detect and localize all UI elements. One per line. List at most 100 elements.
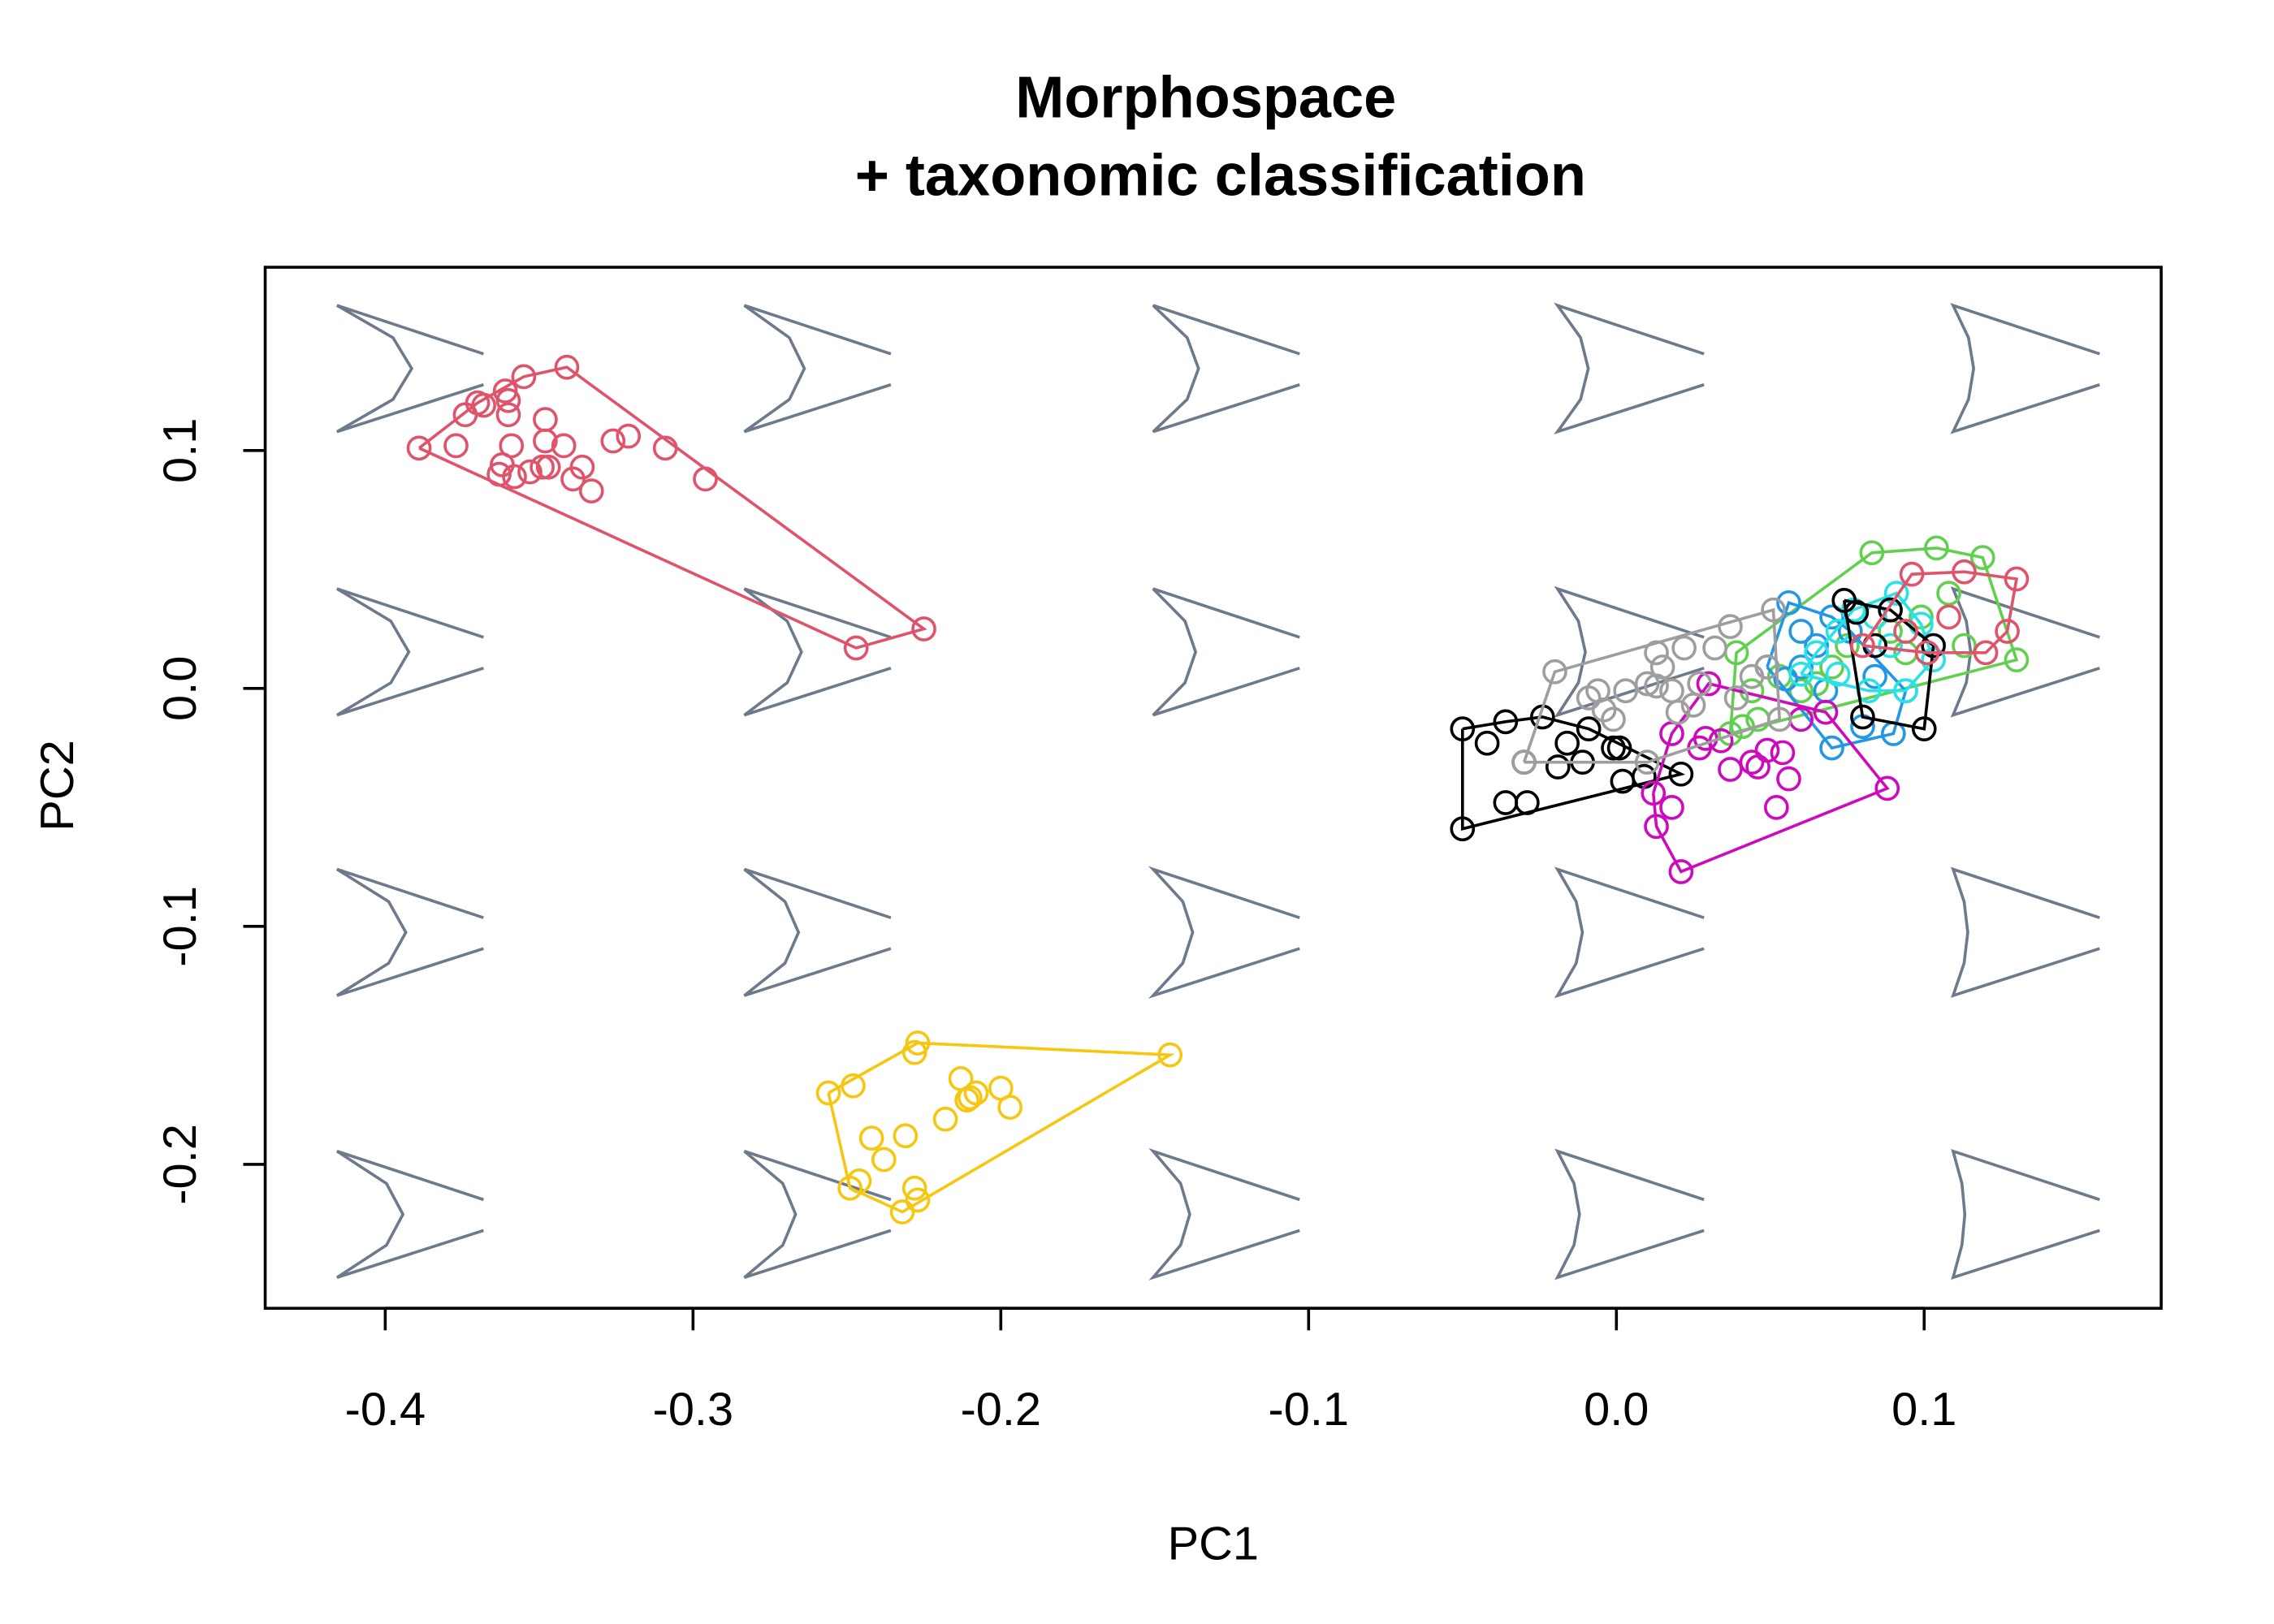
point (1773, 666, 1799, 692)
point (889, 1199, 915, 1224)
point (1804, 640, 1829, 666)
point (1157, 1042, 1183, 1068)
morpho-shape (1152, 587, 1300, 717)
point (905, 1187, 931, 1213)
point (535, 454, 561, 480)
point (901, 1175, 927, 1201)
point (1696, 671, 1722, 697)
point (1668, 761, 1694, 787)
hull (1522, 607, 1782, 764)
point (932, 1106, 958, 1132)
morpho-shape (1950, 303, 2100, 434)
point (1634, 671, 1660, 697)
point (1739, 749, 1765, 775)
point (1601, 735, 1626, 761)
point (1921, 633, 1946, 659)
y-tick-label: -0.1 (154, 886, 206, 967)
point (1585, 678, 1610, 704)
point (511, 364, 537, 390)
point (1819, 654, 1844, 680)
morpho-shape (336, 304, 484, 434)
morpho-shape (1554, 866, 1705, 999)
morpho-shape (1951, 866, 2100, 998)
point (1819, 604, 1844, 630)
point (533, 428, 558, 454)
point (1770, 740, 1796, 766)
x-tick-label: -0.1 (1269, 1384, 1349, 1436)
point (1601, 706, 1626, 732)
point (1788, 619, 1814, 644)
point (1924, 535, 1949, 561)
point (1911, 716, 1937, 742)
morpho-shape (1152, 304, 1300, 434)
point (533, 407, 558, 433)
point (1969, 545, 1995, 571)
point (871, 1147, 897, 1173)
point (1804, 633, 1829, 659)
point (1493, 790, 1519, 815)
point (1665, 699, 1691, 725)
morpho-shape (336, 587, 484, 717)
point (815, 1080, 841, 1106)
morpho-shape (1554, 585, 1705, 718)
point (1776, 590, 1801, 615)
point (1952, 633, 1977, 659)
morpho-shape (335, 1150, 484, 1279)
point (1644, 814, 1669, 840)
chart-title: Morphospace (1015, 66, 1396, 131)
point (1644, 640, 1669, 666)
point (1450, 716, 1476, 742)
point (1788, 661, 1814, 687)
point (1576, 716, 1602, 742)
hull (1728, 546, 2019, 736)
point (1659, 678, 1684, 704)
point (1776, 766, 1801, 792)
point (1718, 757, 1743, 782)
morpho-shape (743, 867, 892, 997)
point (2004, 566, 2030, 592)
hull (1842, 598, 1935, 731)
hull (827, 1041, 1175, 1214)
point (502, 464, 527, 490)
point (1819, 735, 1844, 761)
morpho-shape (335, 867, 484, 997)
morpho-shape (1148, 1147, 1300, 1281)
point (600, 428, 626, 454)
point (1754, 654, 1780, 680)
point (1515, 790, 1540, 815)
point (530, 454, 555, 480)
morpho-shape (1554, 1148, 1705, 1281)
point (1936, 581, 1961, 606)
y-tick-label: 0.1 (154, 418, 206, 483)
x-tick-label: -0.4 (345, 1384, 426, 1436)
point (901, 1039, 927, 1065)
point (1450, 816, 1476, 842)
point (1764, 794, 1789, 820)
point (1474, 730, 1500, 756)
point (1542, 659, 1567, 685)
point (1862, 663, 1887, 689)
point (1554, 730, 1580, 756)
point (841, 1073, 866, 1099)
point (471, 392, 496, 418)
point (1893, 619, 1918, 644)
point (893, 1123, 919, 1149)
point (554, 354, 580, 380)
point (1878, 597, 1903, 623)
point (1788, 654, 1814, 680)
point (1649, 654, 1675, 680)
x-tick-label: 0.0 (1584, 1384, 1649, 1436)
point (1995, 619, 2020, 644)
chart-title: + taxonomic classification (855, 143, 1586, 208)
y-tick-label: 0.0 (154, 656, 206, 721)
hull (1460, 715, 1686, 831)
point (1952, 559, 1977, 585)
point (616, 423, 642, 449)
point (858, 1125, 884, 1151)
x-axis-title: PC1 (1168, 1518, 1259, 1570)
point (1874, 775, 1900, 801)
morpho-shape (743, 1150, 892, 1279)
point (846, 1168, 872, 1194)
point (963, 1080, 989, 1106)
